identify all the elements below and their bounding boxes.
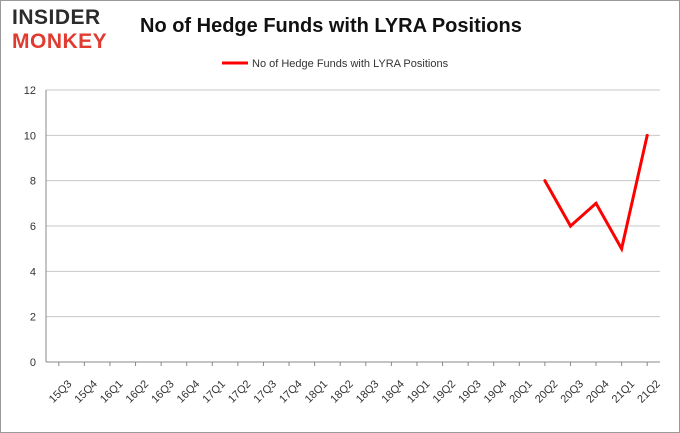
data-point (568, 224, 572, 228)
x-tick-label: 19Q1 (405, 378, 433, 406)
data-point (543, 179, 547, 183)
legend-label: No of Hedge Funds with LYRA Positions (252, 58, 449, 70)
y-tick-label: 0 (30, 357, 36, 369)
y-tick-label: 6 (30, 221, 36, 233)
x-tick-label: 20Q4 (584, 378, 612, 406)
y-tick-label: 4 (30, 266, 36, 278)
x-tick-label: 18Q4 (379, 378, 407, 406)
x-tick-label: 19Q3 (456, 378, 484, 406)
y-tick-label: 8 (30, 176, 36, 188)
insider-monkey-logo: INSIDER MONKEY (12, 6, 127, 56)
x-tick-label: 17Q1 (200, 378, 228, 406)
x-tick-label: 15Q3 (47, 378, 75, 406)
x-tick-label: 16Q2 (124, 378, 152, 406)
chart-title: No of Hedge Funds with LYRA Positions (140, 15, 522, 37)
series-line (543, 134, 649, 253)
x-tick-label: 20Q2 (533, 378, 561, 406)
x-tick-label: 17Q4 (277, 378, 305, 406)
x-tick-label: 18Q2 (328, 378, 356, 406)
x-tick-label: 21Q2 (635, 378, 663, 406)
x-tick-label: 16Q1 (98, 378, 126, 406)
x-tick-label: 17Q3 (252, 378, 280, 406)
x-tick-label: 18Q1 (303, 378, 331, 406)
y-tick-label: 10 (24, 130, 36, 142)
x-tick-label: 16Q3 (149, 378, 177, 406)
logo-line-2: MONKEY (12, 30, 108, 53)
x-tick-label: 16Q4 (175, 378, 203, 406)
data-point (620, 247, 624, 251)
data-point (594, 201, 598, 205)
x-tick-label: 15Q4 (72, 378, 100, 406)
x-tick-label: 18Q3 (354, 378, 382, 406)
logo-line-1: INSIDER (12, 6, 101, 29)
x-tick-label: 20Q1 (507, 378, 535, 406)
x-tick-label: 21Q1 (610, 378, 638, 406)
y-tick-label: 12 (24, 85, 36, 97)
data-point (645, 133, 649, 137)
y-tick-label: 2 (30, 312, 36, 324)
x-tick-label: 17Q2 (226, 378, 254, 406)
x-tick-label: 20Q3 (559, 378, 587, 406)
x-tick-label: 19Q2 (431, 378, 459, 406)
x-tick-label: 19Q4 (482, 378, 510, 406)
